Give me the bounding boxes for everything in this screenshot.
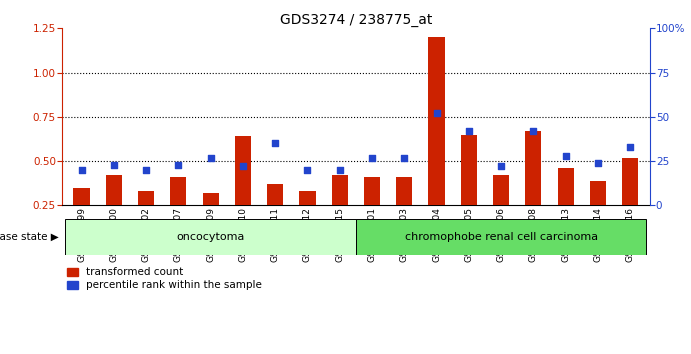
Bar <box>170 177 187 205</box>
Point <box>334 167 346 173</box>
Bar <box>558 168 574 205</box>
Bar <box>428 37 444 205</box>
Point <box>560 153 571 159</box>
Legend: transformed count, percentile rank within the sample: transformed count, percentile rank withi… <box>68 267 262 290</box>
Point <box>108 162 120 167</box>
Bar <box>332 175 348 205</box>
Bar <box>396 177 413 205</box>
Point <box>399 155 410 160</box>
Bar <box>235 136 251 205</box>
Bar <box>106 175 122 205</box>
Point <box>76 167 87 173</box>
Point <box>238 164 249 169</box>
Bar <box>356 219 646 255</box>
Bar <box>364 177 380 205</box>
Point <box>173 162 184 167</box>
Point <box>528 128 539 134</box>
Bar <box>461 135 477 205</box>
Point <box>302 167 313 173</box>
Bar <box>202 193 219 205</box>
Bar <box>267 184 283 205</box>
Bar <box>66 219 356 255</box>
Point <box>463 128 474 134</box>
Text: chromophobe renal cell carcinoma: chromophobe renal cell carcinoma <box>404 232 598 242</box>
Point <box>366 155 377 160</box>
Point <box>495 164 507 169</box>
Point <box>205 155 216 160</box>
Bar <box>73 188 90 205</box>
Bar <box>138 191 154 205</box>
Point <box>269 141 281 146</box>
Bar <box>622 158 638 205</box>
Point <box>625 144 636 150</box>
Bar <box>590 181 606 205</box>
Title: GDS3274 / 238775_at: GDS3274 / 238775_at <box>280 13 432 27</box>
Point <box>140 167 151 173</box>
Text: disease state ▶: disease state ▶ <box>0 232 59 242</box>
Bar <box>299 191 316 205</box>
Text: oncocytoma: oncocytoma <box>176 232 245 242</box>
Bar <box>525 131 542 205</box>
Point <box>592 160 603 166</box>
Bar <box>493 175 509 205</box>
Point <box>431 110 442 116</box>
